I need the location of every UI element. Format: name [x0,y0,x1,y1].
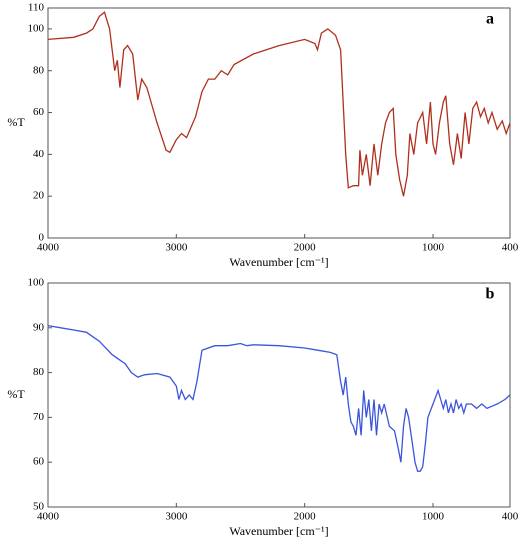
x-axis-label: Wavenumber [cm⁻¹] [229,524,328,538]
x-tick-label: 3000 [165,242,188,254]
y-tick-label: 40 [33,148,45,160]
y-tick-label: 100 [28,22,45,34]
x-tick-label: 400 [502,242,519,254]
x-tick-label: 1000 [422,511,445,523]
y-axis-label: %T [7,387,25,401]
y-tick-label: 60 [33,456,45,468]
x-axis-label: Wavenumber [cm⁻¹] [229,255,328,269]
y-tick-label: 60 [33,106,45,118]
plot-frame [47,7,511,239]
y-tick-label: 90 [33,321,45,333]
panel-label: a [486,11,494,28]
y-tick-label: 80 [33,366,45,378]
y-axis-label: %T [7,115,25,129]
x-tick-label: 2000 [294,242,317,254]
x-tick-label: 400 [502,511,519,523]
y-tick-label: 70 [33,411,45,423]
panel-label: b [486,286,495,303]
x-tick-label: 3000 [165,511,188,523]
x-tick-label: 1000 [422,242,445,254]
plot-frame [47,282,511,508]
spectrum-line [47,324,511,472]
x-tick-label: 4000 [37,511,60,523]
y-tick-label: 0 [39,232,45,244]
spectrum-line [47,11,511,197]
y-tick-label: 20 [33,190,45,202]
y-tick-label: 110 [28,2,45,14]
y-tick-label: 50 [33,501,45,513]
x-tick-label: 4000 [37,242,60,254]
y-tick-label: 100 [28,277,45,289]
x-tick-label: 2000 [294,511,317,523]
y-tick-label: 80 [33,64,45,76]
